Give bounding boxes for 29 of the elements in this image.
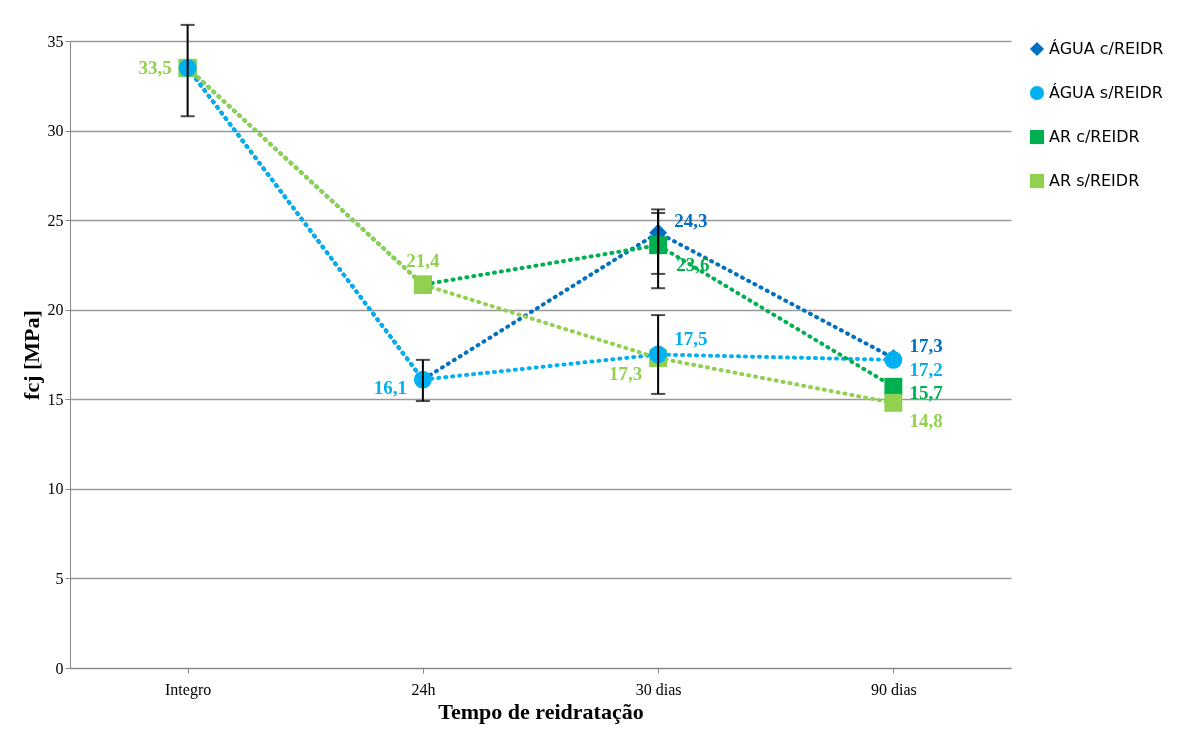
x-tick-label: 30 dias <box>635 680 682 698</box>
y-tick-label: 0 <box>55 659 64 677</box>
x-tick-label: 90 dias <box>870 680 917 698</box>
legend-label: AR s/REIDR <box>1049 171 1140 190</box>
data-label: 33,5 <box>138 56 172 78</box>
point <box>884 393 903 412</box>
y-tick-label: 30 <box>47 122 64 140</box>
y-tick-label: 20 <box>47 301 64 319</box>
data-label: 24,3 <box>674 209 708 231</box>
legend-label: ÁGUA c/REIDR <box>1049 39 1164 58</box>
y-tick-label: 25 <box>47 211 64 229</box>
data-label: 17,3 <box>608 363 643 385</box>
y-tick-label: 15 <box>47 390 64 408</box>
data-label: 17,5 <box>674 327 708 349</box>
data-label: 17,3 <box>909 335 943 357</box>
data-label: 17,2 <box>909 358 943 380</box>
data-label: 16,1 <box>373 376 407 398</box>
data-label: 15,7 <box>909 381 944 403</box>
y-axis-title: fcj [MPa] <box>18 310 44 400</box>
x-tick-label: 24h <box>411 680 436 698</box>
legend-label: AR c/REIDR <box>1049 127 1140 146</box>
x-tick-label: Integro <box>165 680 212 699</box>
data-label: 21,4 <box>406 249 440 271</box>
legend-label: ÁGUA s/REIDR <box>1049 83 1163 102</box>
y-tick-label: 5 <box>55 569 64 587</box>
y-tick-label: 10 <box>47 480 64 498</box>
data-label: 14,8 <box>909 409 943 431</box>
y-tick-label: 35 <box>47 32 64 50</box>
x-axis-title: Tempo de reidratação <box>438 698 644 724</box>
